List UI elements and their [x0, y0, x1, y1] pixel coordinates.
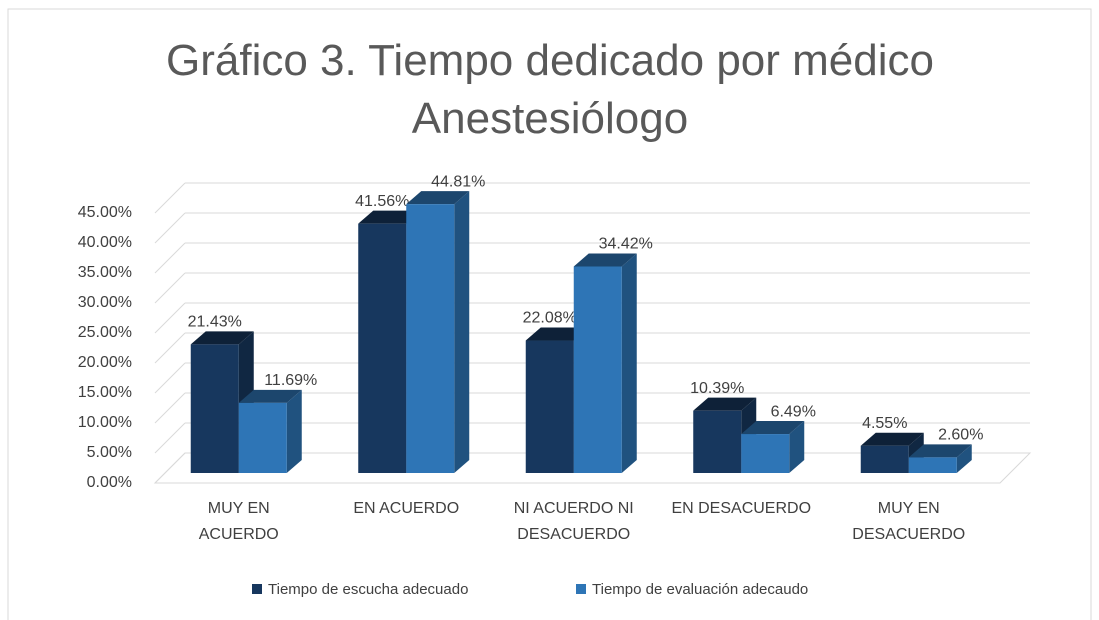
data-label: 41.56% — [355, 193, 409, 210]
data-label: 2.60% — [938, 427, 983, 444]
x-tick-label: MUY EN ACUERDO — [198, 500, 279, 543]
bar — [238, 402, 287, 473]
bar-side — [956, 444, 972, 473]
y-tick-label: 25.00% — [78, 324, 132, 341]
y-tick-label: 40.00% — [78, 234, 132, 251]
bar-top — [358, 210, 422, 224]
chart-title: Gráfico 3. Tiempo dedicado por médico An… — [166, 36, 934, 143]
legend-label: Tiempo de evaluación adecaudo — [592, 581, 808, 598]
grid-line — [154, 392, 186, 424]
data-label: 11.69% — [264, 372, 317, 389]
floor — [153, 452, 1032, 484]
bar-top — [190, 331, 254, 345]
y-tick-label: 35.00% — [78, 264, 132, 281]
legend-swatch — [252, 584, 262, 594]
bar-side — [621, 253, 637, 473]
data-label: 34.42% — [599, 236, 653, 253]
bar — [693, 410, 742, 473]
grid-line — [154, 302, 186, 334]
bar — [358, 223, 407, 473]
bar — [573, 266, 622, 473]
bar — [190, 344, 239, 473]
grid-line — [154, 362, 186, 394]
data-label: 10.39% — [690, 380, 744, 397]
bar — [741, 434, 790, 473]
grid-line — [154, 422, 186, 454]
data-label: 22.08% — [523, 310, 577, 327]
chart-border — [7, 8, 1092, 620]
grid-line — [154, 272, 186, 304]
bar-side — [789, 421, 805, 473]
y-tick-label: 45.00% — [78, 204, 132, 221]
bar-side — [286, 389, 302, 473]
legend-swatch — [576, 584, 586, 594]
y-tick-label: 20.00% — [78, 354, 132, 371]
legend-label: Tiempo de escucha adecuado — [268, 581, 468, 598]
grid-line — [154, 242, 186, 274]
data-label: 21.43% — [188, 314, 242, 331]
bar-top — [693, 397, 757, 411]
data-label: 6.49% — [771, 403, 816, 420]
y-tick-label: 5.00% — [87, 444, 132, 461]
bar-top — [525, 327, 589, 341]
bar-top — [406, 191, 470, 205]
bar-top — [908, 444, 972, 458]
y-tick-label: 30.00% — [78, 294, 132, 311]
x-tick-label: NI ACUERDO NI DESACUERDO — [513, 500, 634, 543]
y-tick-label: 15.00% — [78, 384, 132, 401]
data-label: 4.55% — [862, 415, 907, 432]
data-label: 44.81% — [431, 173, 485, 190]
bar-top — [860, 432, 924, 446]
bar — [406, 204, 455, 473]
x-tick-label: EN ACUERDO — [353, 500, 460, 517]
y-tick-label: 10.00% — [78, 414, 132, 431]
bar-top — [741, 421, 805, 435]
bar — [908, 457, 957, 473]
grid-line — [154, 182, 186, 214]
bar-top — [573, 253, 637, 267]
grid-line — [154, 332, 186, 364]
bar-side — [454, 191, 470, 473]
bar — [860, 445, 909, 473]
x-tick-label: MUY EN DESACUERDO — [852, 500, 966, 543]
bar — [525, 340, 574, 473]
grid-line — [154, 212, 186, 244]
bar-top — [238, 389, 302, 403]
y-tick-label: 0.00% — [87, 474, 132, 491]
x-tick-label: EN DESACUERDO — [671, 500, 812, 517]
